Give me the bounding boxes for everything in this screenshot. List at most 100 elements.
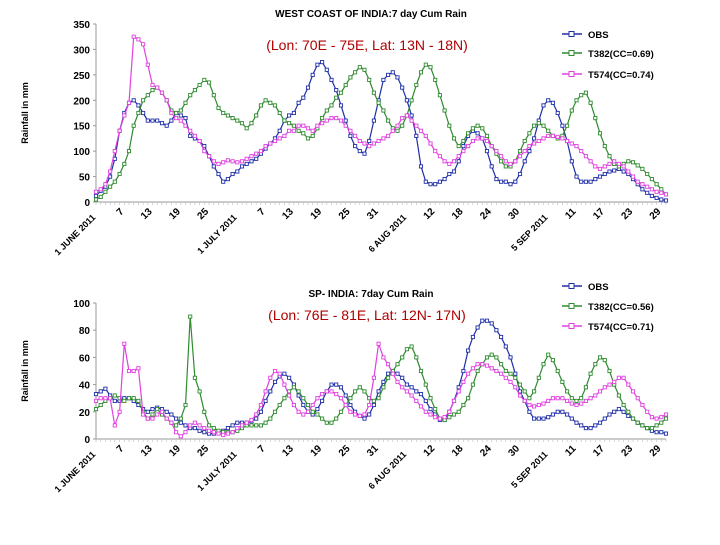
data-point	[569, 159, 574, 164]
data-point	[400, 385, 405, 390]
data-point	[527, 402, 532, 408]
data-point	[310, 128, 315, 133]
data-point	[159, 121, 165, 126]
data-point	[103, 386, 108, 391]
data-point	[254, 151, 259, 156]
x-tick-label: 13	[139, 443, 155, 459]
data-point	[188, 128, 193, 133]
data-point	[484, 149, 490, 154]
data-point	[126, 396, 132, 401]
data-point	[616, 161, 621, 166]
data-point	[437, 179, 442, 184]
data-point	[649, 187, 654, 192]
data-point	[225, 426, 230, 431]
data-point	[447, 123, 452, 128]
data-point	[282, 118, 287, 123]
data-point	[513, 385, 518, 390]
data-point	[626, 382, 631, 387]
data-point	[225, 177, 230, 182]
data-point	[150, 82, 155, 88]
data-point	[480, 136, 485, 141]
data-point	[508, 182, 513, 187]
data-point	[324, 108, 329, 113]
data-point	[541, 401, 546, 406]
data-point	[216, 431, 221, 436]
data-point	[649, 193, 654, 198]
data-point	[207, 80, 212, 85]
data-point	[338, 103, 344, 108]
data-point	[183, 430, 188, 435]
data-point	[381, 136, 386, 141]
data-point	[626, 413, 631, 418]
data-point	[423, 133, 428, 138]
y-tick-label: 100	[73, 147, 90, 158]
data-point	[164, 409, 169, 414]
data-point	[579, 423, 584, 428]
data-point	[353, 144, 358, 149]
data-point	[612, 168, 617, 173]
data-point	[159, 409, 165, 414]
data-point	[494, 328, 499, 333]
data-point	[621, 402, 626, 408]
data-point	[475, 362, 480, 367]
data-point	[626, 159, 631, 164]
data-point	[654, 430, 659, 435]
data-point	[343, 82, 348, 88]
series-0	[93, 60, 669, 203]
data-point	[93, 407, 99, 412]
data-point	[649, 177, 654, 182]
data-point	[108, 169, 113, 174]
data-point	[569, 416, 574, 421]
data-point	[291, 385, 296, 390]
data-point	[230, 423, 235, 428]
data-point	[268, 389, 273, 394]
data-point	[503, 164, 508, 169]
data-point	[216, 171, 221, 177]
data-point	[211, 430, 216, 435]
data-point	[103, 396, 108, 401]
data-point	[145, 118, 150, 123]
data-point	[277, 136, 282, 141]
data-point	[178, 416, 183, 421]
data-point	[188, 93, 193, 98]
data-point	[230, 159, 235, 164]
data-point	[484, 318, 490, 323]
data-point	[532, 141, 537, 146]
data-point	[470, 382, 475, 387]
data-point	[249, 154, 254, 159]
data-point	[428, 396, 433, 401]
data-point	[112, 393, 117, 398]
y-tick-label: 150	[73, 122, 90, 133]
data-point	[437, 154, 442, 159]
data-point	[244, 156, 249, 161]
data-point	[532, 136, 537, 141]
data-point	[536, 402, 541, 408]
data-point	[362, 412, 367, 417]
data-point	[320, 60, 325, 65]
data-point	[583, 426, 588, 431]
data-point	[522, 389, 527, 394]
x-tick-label: 17	[591, 443, 607, 459]
data-point	[235, 426, 240, 431]
data-point	[541, 362, 546, 367]
data-point	[141, 98, 146, 103]
x-tick-label: 7	[115, 206, 127, 218]
data-point	[343, 402, 348, 408]
data-point	[527, 144, 532, 149]
data-point	[287, 113, 292, 118]
data-point	[145, 93, 150, 98]
data-point	[277, 128, 282, 133]
data-point	[522, 398, 527, 403]
data-point	[329, 389, 334, 394]
data-point	[414, 82, 419, 88]
data-point	[386, 133, 391, 138]
data-point	[338, 409, 344, 414]
data-point	[517, 154, 523, 159]
data-point	[249, 423, 254, 428]
data-point	[376, 100, 381, 105]
data-point	[536, 375, 541, 380]
data-point	[550, 358, 555, 363]
data-point	[258, 409, 263, 414]
data-point	[645, 190, 650, 195]
